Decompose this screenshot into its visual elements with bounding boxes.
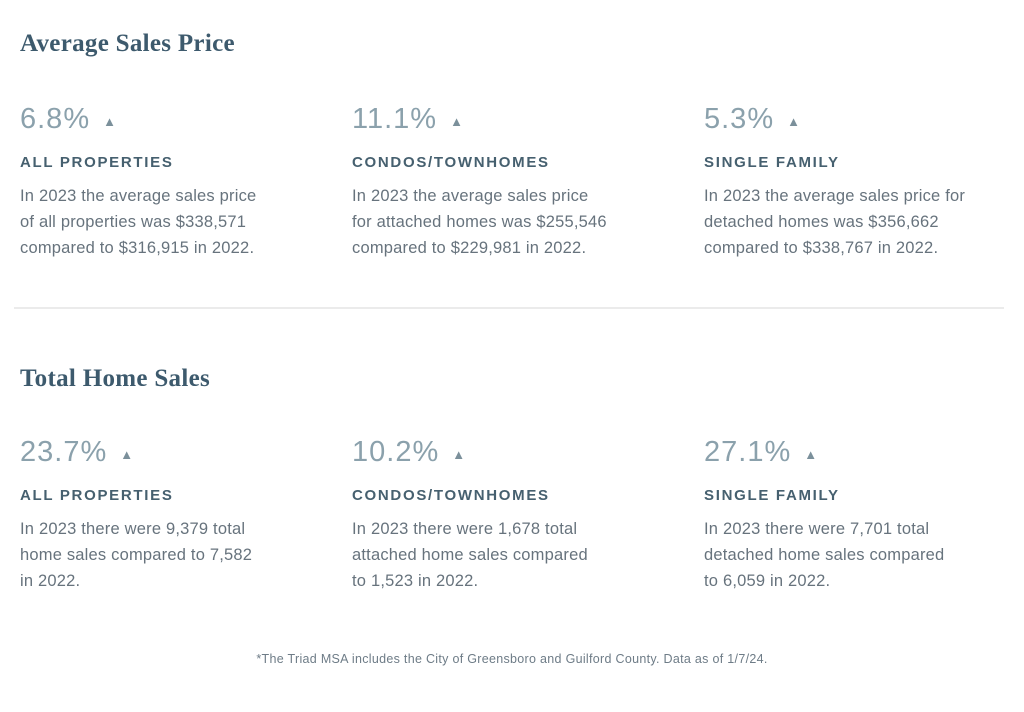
stat-percent-value: 23.7% xyxy=(20,436,108,468)
stat-label: SINGLE FAMILY xyxy=(704,487,840,504)
up-triangle-icon: ▲ xyxy=(452,447,466,462)
stat-card-single-family: 27.1% ▲ SINGLE FAMILY In 2023 there were… xyxy=(704,435,1004,594)
stat-percent-row: 10.2% ▲ xyxy=(352,435,704,469)
description-line: In 2023 the average sales price xyxy=(352,187,589,205)
description-line: detached home sales compared xyxy=(704,546,945,564)
description-line: In 2023 the average sales price for xyxy=(704,187,966,205)
description-line: home sales compared to 7,582 xyxy=(20,546,253,564)
up-triangle-icon: ▲ xyxy=(804,447,818,462)
stat-card-condos-townhomes: 10.2% ▲ CONDOS/TOWNHOMES In 2023 there w… xyxy=(352,435,704,594)
stat-description: In 2023 there were 1,678 total attached … xyxy=(352,516,704,594)
stat-description: In 2023 there were 7,701 total detached … xyxy=(704,516,1004,594)
stat-percent-row: 11.1% ▲ xyxy=(352,102,704,136)
stat-percent-value: 5.3% xyxy=(704,103,775,135)
stat-label: CONDOS/TOWNHOMES xyxy=(352,154,550,171)
stat-percent-value: 27.1% xyxy=(704,436,792,468)
stat-percent-row: 6.8% ▲ xyxy=(20,102,352,136)
section-title: Total Home Sales xyxy=(20,365,210,392)
stats-grid: 23.7% ▲ ALL PROPERTIES In 2023 there wer… xyxy=(20,435,1004,594)
stat-percent-row: 5.3% ▲ xyxy=(704,102,1004,136)
description-line: In 2023 there were 1,678 total xyxy=(352,520,578,538)
stat-card-single-family: 5.3% ▲ SINGLE FAMILY In 2023 the average… xyxy=(704,102,1004,261)
up-triangle-icon: ▲ xyxy=(450,114,463,129)
stats-page: Average Sales Price 6.8% ▲ ALL PROPERTIE… xyxy=(14,30,1004,666)
section-divider xyxy=(14,307,1004,309)
section-total-home-sales: Total Home Sales 23.7% ▲ ALL PROPERTIES … xyxy=(20,365,1004,594)
stat-card-all-properties: 6.8% ▲ ALL PROPERTIES In 2023 the averag… xyxy=(20,102,352,261)
description-line: compared to $229,981 in 2022. xyxy=(352,239,587,257)
stat-description: In 2023 there were 9,379 total home sale… xyxy=(20,516,352,594)
description-line: compared to $316,915 in 2022. xyxy=(20,239,255,257)
description-line: for attached homes was $255,546 xyxy=(352,213,607,231)
description-line: to 6,059 in 2022. xyxy=(704,572,831,590)
stat-percent-value: 11.1% xyxy=(352,103,438,135)
stat-card-all-properties: 23.7% ▲ ALL PROPERTIES In 2023 there wer… xyxy=(20,435,352,594)
stat-percent-row: 27.1% ▲ xyxy=(704,435,1004,469)
stat-label: SINGLE FAMILY xyxy=(704,154,840,171)
up-triangle-icon: ▲ xyxy=(787,114,800,129)
stats-grid: 6.8% ▲ ALL PROPERTIES In 2023 the averag… xyxy=(20,102,1004,261)
up-triangle-icon: ▲ xyxy=(103,114,116,129)
stat-description: In 2023 the average sales price of all p… xyxy=(20,183,352,261)
stat-percent-row: 23.7% ▲ xyxy=(20,435,352,469)
stat-description: In 2023 the average sales price for atta… xyxy=(352,183,704,261)
description-line: attached home sales compared xyxy=(352,546,588,564)
stat-percent-value: 10.2% xyxy=(352,436,440,468)
stat-label: ALL PROPERTIES xyxy=(20,154,174,171)
description-line: compared to $338,767 in 2022. xyxy=(704,239,939,257)
stat-label: ALL PROPERTIES xyxy=(20,487,174,504)
section-title: Average Sales Price xyxy=(20,30,235,57)
footnote: *The Triad MSA includes the City of Gree… xyxy=(256,652,768,666)
stat-percent-value: 6.8% xyxy=(20,103,91,135)
description-line: In 2023 there were 9,379 total xyxy=(20,520,246,538)
section-average-sales-price: Average Sales Price 6.8% ▲ ALL PROPERTIE… xyxy=(20,30,1004,261)
description-line: In 2023 the average sales price xyxy=(20,187,257,205)
stat-card-condos-townhomes: 11.1% ▲ CONDOS/TOWNHOMES In 2023 the ave… xyxy=(352,102,704,261)
stat-label: CONDOS/TOWNHOMES xyxy=(352,487,550,504)
description-line: of all properties was $338,571 xyxy=(20,213,247,231)
description-line: In 2023 there were 7,701 total xyxy=(704,520,930,538)
description-line: to 1,523 in 2022. xyxy=(352,572,479,590)
description-line: detached homes was $356,662 xyxy=(704,213,939,231)
description-line: in 2022. xyxy=(20,572,81,590)
stat-description: In 2023 the average sales price for deta… xyxy=(704,183,1004,261)
up-triangle-icon: ▲ xyxy=(120,447,134,462)
